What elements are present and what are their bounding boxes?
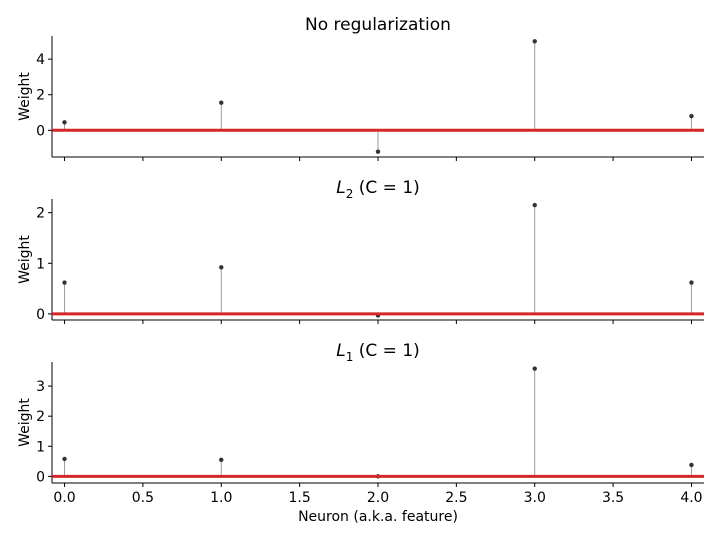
stem-marker [532,202,537,208]
y-tick-label: 4 [36,52,45,68]
stem-marker [689,113,694,119]
stem-marker [62,120,67,125]
panel-title-rest: (C = 1) [353,341,419,361]
x-tick-label: 0.5 [132,490,154,506]
x-tick-label: 0.0 [53,490,75,506]
y-tick-label: 0 [36,123,45,139]
x-tick-label: 1.0 [210,490,232,506]
x-tick-label: 1.5 [289,490,311,506]
panel-title-main: No regularization [305,15,451,35]
y-axis-label: Weight [17,235,33,284]
x-tick-label: 2.0 [367,490,389,506]
x-tick-label: 2.5 [445,490,467,506]
x-axis-label: Neuron (a.k.a. feature) [298,509,458,525]
panel-title-main: L [336,178,345,198]
y-tick-label: 1 [36,256,45,272]
x-tick-label: 4.0 [680,490,702,506]
panel-title: L1 (C = 1) [336,341,420,364]
y-tick-label: 2 [36,206,45,222]
panel-title-subscript: 1 [346,350,354,364]
panel-title: No regularization [305,15,451,35]
stem-marker [62,280,67,285]
y-tick-label: 0 [36,469,45,485]
panel-title-rest: (C = 1) [353,178,419,198]
stem-marker [375,149,381,154]
y-tick-label: 2 [36,88,45,104]
stem-marker [532,366,537,371]
y-tick-label: 0 [36,307,45,323]
panel-title: L2 (C = 1) [336,178,420,201]
panel-title-main: L [336,341,345,361]
x-tick-label: 3.0 [524,490,546,506]
stem-marker [219,457,224,463]
y-tick-label: 3 [36,379,45,395]
stem-marker [219,265,224,270]
y-axis-label: Weight [17,398,33,447]
stem-marker [62,456,67,462]
y-tick-label: 2 [36,409,45,425]
stem-marker [689,280,694,285]
panel-title-subscript: 2 [346,187,354,201]
stem-marker [532,39,537,44]
y-tick-label: 1 [36,439,45,455]
stem-marker [219,100,224,105]
stem-marker [689,462,694,468]
x-tick-label: 3.5 [602,490,624,506]
y-axis-label: Weight [17,72,33,121]
